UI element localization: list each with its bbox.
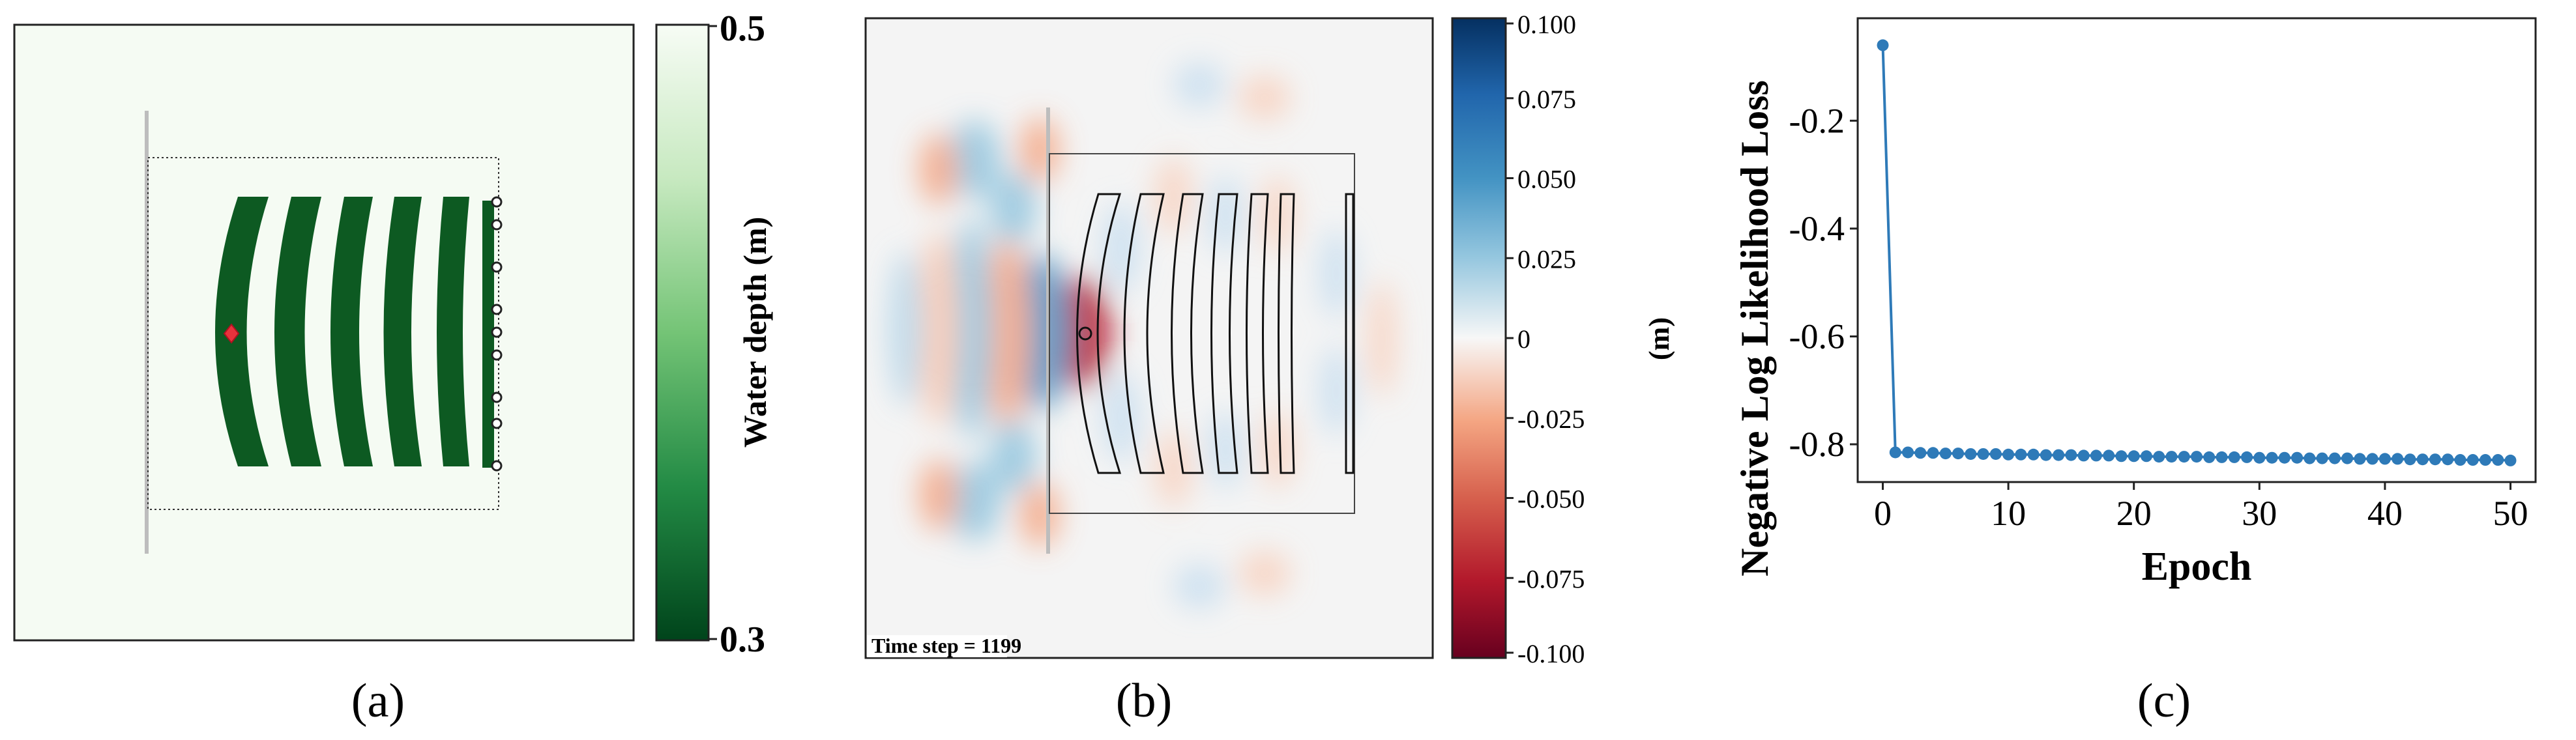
loss-point bbox=[2341, 452, 2354, 464]
wave-colorbar-tick-label: 0.100 bbox=[1517, 10, 1576, 39]
lens-stripes bbox=[215, 197, 494, 468]
wave-colorbar-tick-label: -0.075 bbox=[1517, 564, 1585, 593]
wave-colorbar-tick-label: -0.025 bbox=[1517, 405, 1585, 434]
loss-point bbox=[2027, 448, 2040, 461]
wave-colorbar-tick-label: 0.075 bbox=[1517, 85, 1576, 114]
loss-point bbox=[1914, 447, 1927, 459]
loss-point bbox=[2328, 452, 2341, 464]
caption-a: (a) bbox=[351, 674, 405, 728]
y-tick-label: -0.2 bbox=[1789, 101, 1845, 140]
loss-point bbox=[1977, 448, 1989, 460]
loss-point bbox=[2128, 450, 2140, 462]
loss-point bbox=[2115, 450, 2128, 462]
loss-point bbox=[2492, 454, 2504, 466]
loss-point bbox=[2040, 449, 2052, 461]
y-tick-label: -0.6 bbox=[1789, 317, 1845, 356]
loss-point bbox=[2015, 448, 2027, 461]
x-tick-label: 10 bbox=[1991, 494, 2026, 533]
wave-colorbar-unit: (m) bbox=[1643, 317, 1675, 360]
x-tick-label: 0 bbox=[1874, 494, 1892, 533]
loss-point bbox=[2366, 453, 2378, 465]
x-tick-label: 40 bbox=[2367, 494, 2403, 533]
panel-a: 0.5 0.3 Water depth (m) (a) bbox=[13, 8, 773, 728]
loss-point bbox=[2278, 451, 2291, 464]
loss-point bbox=[2354, 453, 2366, 465]
loss-point bbox=[1989, 448, 2002, 460]
loss-point bbox=[2228, 451, 2240, 463]
loss-point bbox=[2479, 454, 2491, 466]
loss-chart: 0 10 20 30 40 50 -0.2 -0.4 -0.6 -0.8 Epoch Negati… bbox=[1733, 17, 2537, 589]
wave-colorbar-tick-label: -0.100 bbox=[1517, 639, 1585, 668]
loss-point bbox=[2416, 453, 2429, 466]
loss-point bbox=[2304, 452, 2316, 464]
loss-point bbox=[2103, 449, 2115, 462]
loss-point bbox=[2442, 453, 2454, 466]
loss-point bbox=[2216, 451, 2228, 463]
lens-outlines bbox=[1076, 193, 1354, 474]
wave-colorbar-tick-label: 0 bbox=[1517, 324, 1530, 354]
loss-point bbox=[1939, 448, 1952, 460]
loss-point bbox=[2291, 451, 2304, 464]
loss-point bbox=[2053, 449, 2065, 461]
loss-point bbox=[2429, 453, 2441, 466]
loss-point bbox=[2203, 451, 2216, 463]
colorbar-title: Water depth (m) bbox=[737, 217, 773, 448]
wave-colorbar-tick-label: -0.050 bbox=[1517, 485, 1585, 514]
wave-colorbar-ticks: 0.100 0.075 0.050 0.025 0 -0.025 -0.050 -0.075 -… bbox=[1506, 10, 1585, 668]
loss-point bbox=[2178, 451, 2190, 463]
loss-point bbox=[2140, 450, 2152, 462]
x-tick-label: 30 bbox=[2242, 494, 2277, 533]
wave-colorbar-tick-label: 0.050 bbox=[1517, 165, 1576, 194]
loss-point bbox=[2153, 451, 2165, 463]
loss-point bbox=[2378, 453, 2391, 465]
loss-point bbox=[1877, 39, 1889, 51]
time-step-label: Time step = 1199 bbox=[871, 634, 1021, 657]
loss-point bbox=[2065, 449, 2077, 461]
wave-colorbar bbox=[1451, 17, 1507, 659]
caption-c: (c) bbox=[2137, 674, 2191, 728]
loss-point bbox=[2191, 451, 2203, 463]
loss-point bbox=[2002, 448, 2015, 461]
y-axis-label: Negative Log Likelihood Loss bbox=[1733, 80, 1776, 576]
loss-point bbox=[1965, 448, 1977, 460]
depth-colorbar bbox=[655, 23, 710, 642]
panel-b: Time step = 1199 0.100 0.075 0.050 0.025 0 -0… bbox=[864, 10, 1675, 728]
loss-point bbox=[2077, 449, 2090, 462]
wave-colorbar-tick-label: 0.025 bbox=[1517, 244, 1576, 274]
colorbar-min-label: 0.3 bbox=[720, 619, 765, 660]
loss-point bbox=[2392, 453, 2404, 465]
loss-point bbox=[2253, 451, 2266, 464]
loss-point bbox=[1889, 446, 1901, 459]
loss-point bbox=[2504, 454, 2517, 466]
caption-b: (b) bbox=[1116, 674, 1172, 728]
loss-point bbox=[1952, 448, 1965, 460]
loss-point bbox=[1927, 447, 1939, 459]
loss-point bbox=[1902, 446, 1914, 459]
loss-plot-frame bbox=[1856, 17, 2537, 483]
loss-point bbox=[2090, 449, 2102, 462]
wave-field bbox=[866, 18, 1433, 658]
loss-point bbox=[2404, 453, 2416, 466]
loss-point bbox=[2466, 454, 2479, 466]
x-tick-label: 20 bbox=[2116, 494, 2152, 533]
loss-point bbox=[2266, 451, 2278, 464]
panel-c: 0 10 20 30 40 50 -0.2 -0.4 -0.6 -0.8 Epoch Negati… bbox=[1733, 17, 2537, 728]
loss-point bbox=[2165, 451, 2178, 463]
loss-point bbox=[2316, 452, 2328, 464]
loss-series-line bbox=[1881, 45, 2511, 462]
y-tick-label: -0.8 bbox=[1789, 425, 1845, 464]
depth-map-frame bbox=[13, 23, 635, 642]
boundary-markers bbox=[491, 196, 503, 472]
wave-field-frame bbox=[864, 17, 1434, 659]
source-marker bbox=[223, 323, 240, 344]
colorbar-max-label: 0.5 bbox=[720, 8, 765, 49]
x-tick-label: 50 bbox=[2493, 494, 2528, 533]
y-tick-label: -0.4 bbox=[1789, 209, 1845, 248]
loss-point bbox=[2454, 454, 2466, 466]
loss-point bbox=[2241, 451, 2253, 463]
x-axis-label: Epoch bbox=[2142, 545, 2252, 589]
